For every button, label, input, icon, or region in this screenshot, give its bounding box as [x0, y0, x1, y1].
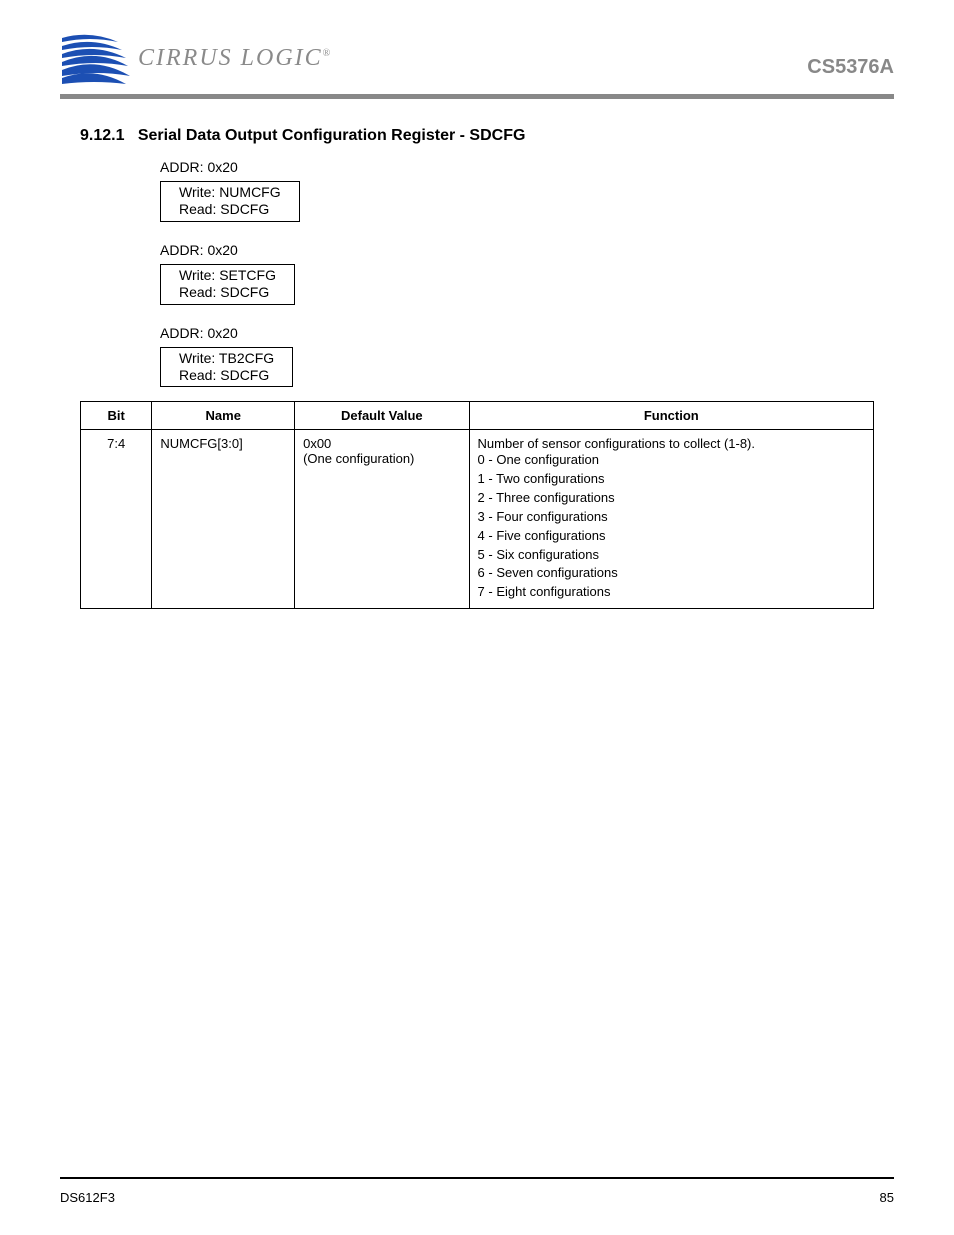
doc-part-number: CS5376A: [807, 30, 894, 79]
brand-reg: ®: [323, 48, 333, 59]
brand-name: CIRRUS LOGIC®: [138, 45, 332, 72]
cirrus-swoosh-icon: [60, 30, 132, 86]
section-number: 9.12.1: [80, 127, 124, 144]
default-note: (One configuration): [303, 451, 460, 466]
footer-rule: [60, 1177, 894, 1179]
section-title: Serial Data Output Configuration Registe…: [138, 127, 526, 144]
option: 0 - One configuration: [478, 451, 865, 470]
definition-box: Write: NUMCFG Read: SDCFG: [160, 181, 300, 222]
cell-name: NUMCFG[3:0]: [152, 430, 295, 609]
col-bit: Bit: [81, 402, 152, 430]
bit-definition-table: Bit Name Default Value Function 7:4 NUMC…: [80, 401, 874, 609]
function-label: Number of sensor configurations to colle…: [478, 436, 865, 451]
col-name: Name: [152, 402, 295, 430]
header-rule: [60, 94, 894, 99]
cell-bit: 7:4: [81, 430, 152, 609]
definition-write: Write: NUMCFG: [179, 185, 281, 200]
option: 2 - Three configurations: [478, 489, 865, 508]
definition-write: Write: TB2CFG: [179, 351, 274, 366]
function-options: 0 - One configuration 1 - Two configurat…: [478, 451, 865, 602]
bit-table-wrap: Bit Name Default Value Function 7:4 NUMC…: [80, 401, 874, 609]
definition-read: Read: SDCFG: [179, 202, 281, 217]
definition-write: Write: SETCFG: [179, 268, 276, 283]
section-heading: 9.12.1 Serial Data Output Configuration …: [80, 127, 874, 145]
definition-block-2: ADDR: 0x20 Write: SETCFG Read: SDCFG: [80, 242, 874, 305]
page-footer: DS612F3 85: [60, 1190, 894, 1205]
cell-function: Number of sensor configurations to colle…: [469, 430, 873, 609]
definition-read: Read: SDCFG: [179, 368, 274, 383]
brand-text: CIRRUS LOGIC: [138, 45, 323, 71]
definition-box: Write: SETCFG Read: SDCFG: [160, 264, 295, 305]
footer-page-number: 85: [880, 1190, 894, 1205]
footer-doc-id: DS612F3: [60, 1190, 115, 1205]
brand-logo: CIRRUS LOGIC®: [60, 30, 332, 86]
cell-default: 0x00 (One configuration): [295, 430, 469, 609]
default-hex: 0x00: [303, 436, 460, 451]
table-row: 7:4 NUMCFG[3:0] 0x00 (One configuration)…: [81, 430, 874, 609]
option: 4 - Five configurations: [478, 527, 865, 546]
addr-label: ADDR: 0x20: [80, 325, 874, 341]
definition-block-3: ADDR: 0x20 Write: TB2CFG Read: SDCFG: [80, 325, 874, 388]
option: 7 - Eight configurations: [478, 583, 865, 602]
table-header-row: Bit Name Default Value Function: [81, 402, 874, 430]
col-default: Default Value: [295, 402, 469, 430]
option: 1 - Two configurations: [478, 470, 865, 489]
definition-read: Read: SDCFG: [179, 285, 276, 300]
definition-block-1: ADDR: 0x20 Write: NUMCFG Read: SDCFG: [80, 159, 874, 222]
option: 6 - Seven configurations: [478, 564, 865, 583]
page-header: CIRRUS LOGIC® CS5376A: [60, 30, 894, 86]
page: CIRRUS LOGIC® CS5376A 9.12.1 Serial Data…: [0, 0, 954, 639]
option: 5 - Six configurations: [478, 546, 865, 565]
option: 3 - Four configurations: [478, 508, 865, 527]
definition-box: Write: TB2CFG Read: SDCFG: [160, 347, 293, 388]
addr-label: ADDR: 0x20: [80, 159, 874, 175]
addr-label: ADDR: 0x20: [80, 242, 874, 258]
col-function: Function: [469, 402, 873, 430]
